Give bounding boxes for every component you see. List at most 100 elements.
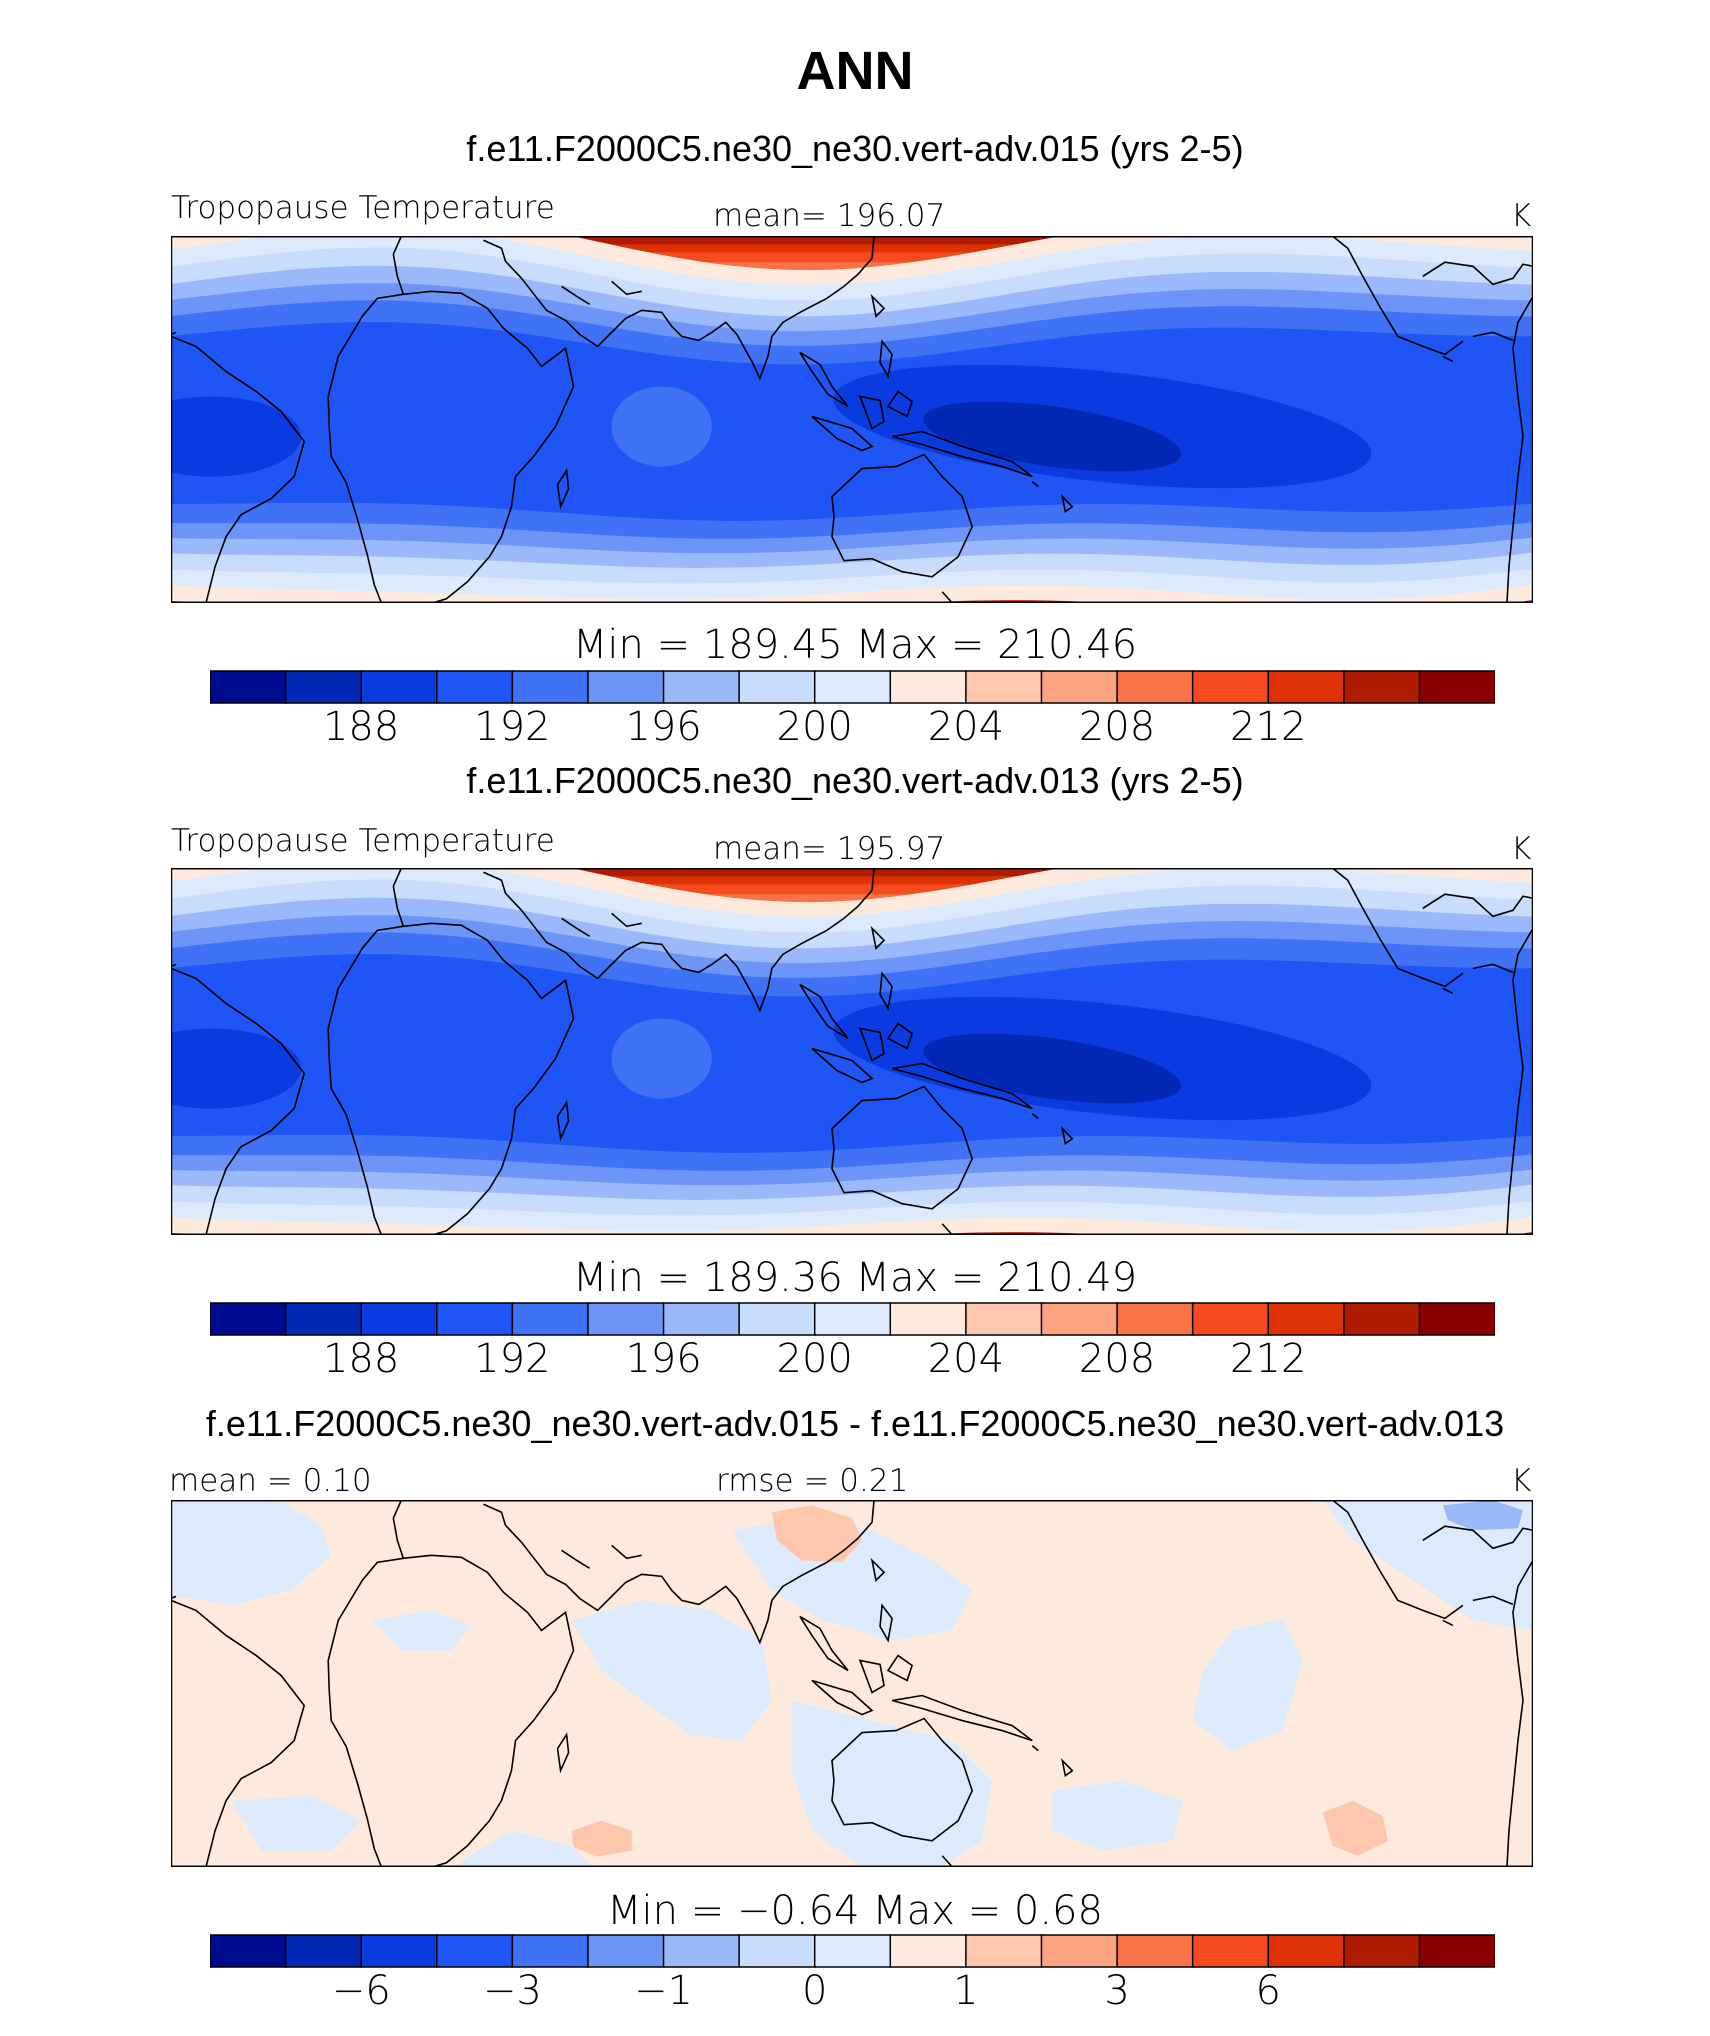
coastline (870, 925, 886, 950)
colorbar-box (587, 1934, 665, 1968)
panel-3-min-max: Min = −0.64 Max = 0.68 (607, 1888, 1103, 1934)
colorbar-box (511, 1934, 590, 1968)
coastline (483, 236, 875, 381)
coastline (1031, 480, 1039, 488)
coastline (1506, 1559, 1533, 1867)
coastline (1442, 1619, 1454, 1627)
colorbar-box (1267, 1302, 1345, 1336)
panel-1-min-max: Min = 189.45 Max = 210.46 (572, 622, 1138, 668)
coastline (831, 1717, 974, 1842)
colorbar-box (1267, 1934, 1345, 1968)
coastline (831, 1085, 974, 1210)
colorbar-box (210, 1934, 287, 1968)
coastline (870, 1557, 886, 1582)
colorbar-box (965, 1302, 1043, 1336)
panel-1-colorbar (210, 670, 1495, 704)
colorbar-box (965, 670, 1043, 704)
coastline (561, 1549, 591, 1570)
panel-3-title: f.e11.F2000C5.ne30_ne30.vert-adv.015 - f… (205, 1403, 1505, 1444)
colorbar-box (360, 670, 438, 704)
colorbar-box (1040, 1302, 1119, 1336)
coastline (858, 395, 885, 430)
coastline (858, 1659, 885, 1694)
coastline (1506, 295, 1533, 603)
colorbar-tick-label: 196 (625, 704, 702, 750)
colorbar-box (511, 670, 590, 704)
panel-2-mean-label: mean= 195.97 (713, 831, 946, 867)
panel-3-rmse-label: rmse = 0.21 (716, 1463, 909, 1499)
colorbar-tick-label: 200 (776, 704, 853, 750)
colorbar-tick-label: 212 (1230, 704, 1307, 750)
panel-1-title: f.e11.F2000C5.ne30_ne30.vert-adv.015 (yr… (466, 128, 1244, 169)
coastline (879, 971, 893, 1011)
coastline (1332, 1500, 1464, 1620)
coastline (171, 335, 306, 603)
panel-1-variable-label: Tropopause Temperature (171, 190, 555, 226)
colorbar-box (511, 1302, 590, 1336)
colorbar-box (1116, 1302, 1194, 1336)
coastline (811, 1679, 874, 1716)
colorbar-box (1040, 1934, 1119, 1968)
colorbar-box (1267, 670, 1345, 704)
colorbar-box (738, 1302, 816, 1336)
colorbar-tick-label: 1 (953, 1968, 979, 2014)
coastline (556, 1100, 570, 1142)
colorbar-tick-label: −1 (634, 1968, 693, 2014)
figure-title: ANN (796, 41, 914, 101)
coastline (1442, 987, 1454, 995)
colorbar-box (436, 670, 514, 704)
colorbar-box (965, 1934, 1043, 1968)
coastline (1061, 1126, 1074, 1146)
colorbar-tick-label: 192 (474, 704, 551, 750)
colorbar-box (889, 1934, 968, 1968)
colorbar-box (889, 1302, 968, 1336)
colorbar-box (662, 1302, 741, 1336)
colorbar-box (284, 1934, 363, 1968)
coastline (1332, 868, 1464, 988)
coastline (171, 1599, 306, 1867)
coastline (327, 922, 575, 1235)
panel-2-units: K (1511, 831, 1532, 867)
colorbar-box (1343, 1934, 1421, 1968)
coastline (1422, 893, 1533, 918)
panel-1-mean-label: mean= 196.07 (713, 198, 946, 234)
colorbar-box (587, 1302, 665, 1336)
colorbar-box (210, 1302, 287, 1336)
coastline (799, 351, 849, 408)
coastline (483, 1500, 875, 1645)
colorbar-tick-label: 208 (1078, 704, 1156, 750)
panel-1-units: K (1511, 198, 1532, 234)
coastline (561, 917, 591, 938)
coastline (891, 1694, 1033, 1742)
coastline (611, 1544, 642, 1560)
colorbar-tick-label: 188 (322, 1336, 400, 1382)
colorbar-tick-label: 192 (474, 1336, 551, 1382)
panel-2-title: f.e11.F2000C5.ne30_ne30.vert-adv.013 (yr… (466, 760, 1244, 801)
coastline (1506, 927, 1533, 1235)
coastline (891, 1062, 1033, 1110)
colorbar-box (889, 670, 968, 704)
colorbar-box (813, 1934, 892, 1968)
colorbar-box (1116, 1934, 1194, 1968)
colorbar-tick-label: −3 (482, 1968, 542, 2014)
colorbar-tick-label: 6 (1255, 1968, 1281, 2014)
coastline (941, 1855, 953, 1867)
coastline (1332, 236, 1464, 356)
colorbar-box (284, 670, 363, 704)
colorbar-box (738, 1934, 816, 1968)
colorbar-box (1343, 1302, 1421, 1336)
coastline (483, 868, 875, 1013)
colorbar-tick-label: 188 (322, 704, 400, 750)
colorbar-box (1191, 670, 1270, 704)
panel-3-colorbar (210, 1934, 1495, 1968)
coastline (1472, 1595, 1514, 1606)
colorbar-box (813, 1302, 892, 1336)
coastline (556, 468, 570, 510)
coastline (811, 1047, 874, 1084)
coastline (879, 339, 893, 379)
coastline (611, 912, 642, 928)
coastline (1061, 1758, 1074, 1778)
panel-1-map (171, 236, 1533, 603)
coastline (870, 293, 886, 318)
colorbar-box (1116, 670, 1194, 704)
